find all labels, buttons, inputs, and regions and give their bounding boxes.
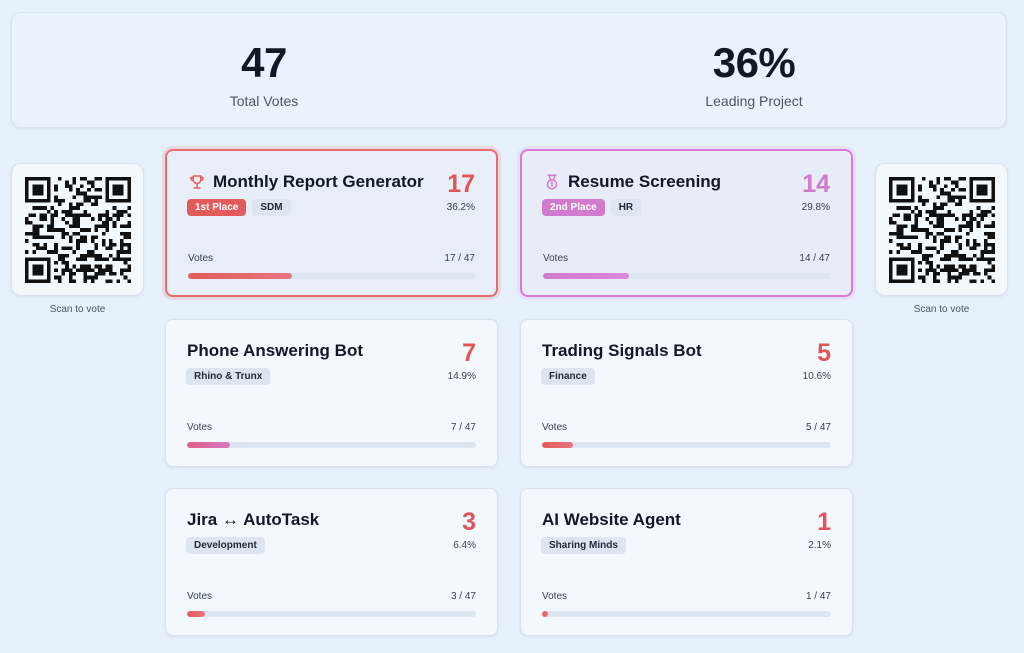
tag-badge: HR bbox=[610, 199, 642, 216]
project-title-text: Trading Signals Bot bbox=[542, 341, 702, 360]
vote-percent: 2.1% bbox=[808, 540, 831, 551]
stats-panel: 47 Total Votes 36% Leading Project bbox=[11, 12, 1007, 128]
votes-ratio: 14 / 47 bbox=[799, 253, 830, 264]
project-card-trading-signals-bot[interactable]: Trading Signals Bot 5 10.6% Finance Vote… bbox=[520, 319, 853, 467]
leading-project-label: Leading Project bbox=[705, 93, 803, 109]
project-title: AI Website Agent bbox=[542, 510, 681, 530]
project-title: Jira ↔ AutoTask bbox=[187, 510, 319, 530]
vote-progress-bar bbox=[543, 273, 830, 279]
votes-label: Votes bbox=[543, 253, 569, 264]
vote-progress-fill bbox=[188, 273, 292, 279]
vote-progress-fill bbox=[187, 611, 206, 617]
vote-percent: 36.2% bbox=[446, 202, 475, 213]
vote-progress-bar bbox=[188, 273, 475, 279]
qr-code-left bbox=[11, 163, 144, 296]
vote-progress-bar bbox=[542, 442, 831, 448]
vote-percent: 10.6% bbox=[802, 371, 831, 382]
votes-ratio: 5 / 47 bbox=[805, 422, 831, 433]
vote-progress-bar bbox=[542, 611, 831, 617]
vote-progress-bar bbox=[187, 442, 476, 448]
badge-row: Finance bbox=[541, 368, 595, 385]
project-title-text: Jira ↔ AutoTask bbox=[187, 510, 320, 529]
project-title: Monthly Report Generator bbox=[188, 172, 424, 192]
vote-count: 17 bbox=[447, 170, 475, 198]
project-card-jira-autotask[interactable]: Jira ↔ AutoTask 3 6.4% Development Votes… bbox=[165, 488, 498, 636]
leading-project-value: 36% bbox=[712, 39, 796, 86]
vote-progress-fill bbox=[542, 611, 549, 617]
vote-count: 7 bbox=[462, 339, 476, 367]
votes-label: Votes bbox=[187, 422, 213, 433]
project-card-monthly-report-generator[interactable]: Monthly Report Generator 17 36.2% 1st Pl… bbox=[165, 149, 498, 297]
badge-row: Sharing Minds bbox=[541, 537, 626, 554]
votes-ratio: 7 / 47 bbox=[450, 422, 476, 433]
trophy-icon bbox=[188, 173, 206, 191]
vote-progress-fill bbox=[542, 442, 573, 448]
project-card-resume-screening[interactable]: Resume Screening 14 29.8% 2nd Place HR Vo… bbox=[520, 149, 853, 297]
tag-badge: Rhino & Trunx bbox=[186, 368, 271, 385]
votes-label: Votes bbox=[187, 591, 213, 602]
votes-label: Votes bbox=[542, 422, 568, 433]
vote-count: 5 bbox=[817, 339, 831, 367]
qr-code-icon bbox=[888, 176, 995, 283]
tag-badge: Sharing Minds bbox=[541, 537, 626, 554]
vote-count: 1 bbox=[817, 508, 831, 536]
project-title-text: Phone Answering Bot bbox=[187, 341, 363, 360]
badge-row: 1st Place SDM bbox=[187, 199, 291, 216]
tag-badge: Finance bbox=[541, 368, 595, 385]
place-badge: 1st Place bbox=[187, 199, 247, 216]
project-card-ai-website-agent[interactable]: AI Website Agent 1 2.1% Sharing Minds Vo… bbox=[520, 488, 853, 636]
badge-row: Development bbox=[186, 537, 265, 554]
total-votes-stat: 47 Total Votes bbox=[114, 13, 414, 110]
qr-caption-right: Scan to vote bbox=[913, 304, 970, 315]
vote-count: 14 bbox=[802, 170, 830, 198]
qr-caption-left: Scan to vote bbox=[49, 304, 106, 315]
medal-icon bbox=[543, 173, 561, 191]
qr-code-icon bbox=[24, 176, 131, 283]
project-title-text: Resume Screening bbox=[568, 172, 722, 191]
vote-count: 3 bbox=[462, 508, 476, 536]
tag-badge: Development bbox=[186, 537, 265, 554]
project-title: Resume Screening bbox=[543, 172, 721, 192]
vote-progress-fill bbox=[543, 273, 629, 279]
project-title-text: AI Website Agent bbox=[542, 510, 681, 529]
project-card-phone-answering-bot[interactable]: Phone Answering Bot 7 14.9% Rhino & Trun… bbox=[165, 319, 498, 467]
vote-progress-bar bbox=[187, 611, 476, 617]
leading-project-stat: 36% Leading Project bbox=[604, 13, 904, 110]
vote-percent: 6.4% bbox=[453, 540, 476, 551]
total-votes-label: Total Votes bbox=[229, 93, 299, 109]
project-title: Trading Signals Bot bbox=[542, 341, 702, 361]
place-badge: 2nd Place bbox=[542, 199, 605, 216]
vote-percent: 14.9% bbox=[447, 371, 476, 382]
badge-row: Rhino & Trunx bbox=[186, 368, 271, 385]
qr-code-right bbox=[875, 163, 1008, 296]
tag-badge: SDM bbox=[252, 199, 291, 216]
vote-percent: 29.8% bbox=[801, 202, 830, 213]
vote-progress-fill bbox=[187, 442, 231, 448]
votes-label: Votes bbox=[542, 591, 568, 602]
votes-label: Votes bbox=[188, 253, 214, 264]
votes-ratio: 3 / 47 bbox=[450, 591, 476, 602]
project-title-text: Monthly Report Generator bbox=[213, 172, 424, 191]
project-title: Phone Answering Bot bbox=[187, 341, 363, 361]
total-votes-value: 47 bbox=[241, 39, 287, 86]
badge-row: 2nd Place HR bbox=[542, 199, 642, 216]
votes-ratio: 1 / 47 bbox=[805, 591, 831, 602]
votes-ratio: 17 / 47 bbox=[444, 253, 475, 264]
